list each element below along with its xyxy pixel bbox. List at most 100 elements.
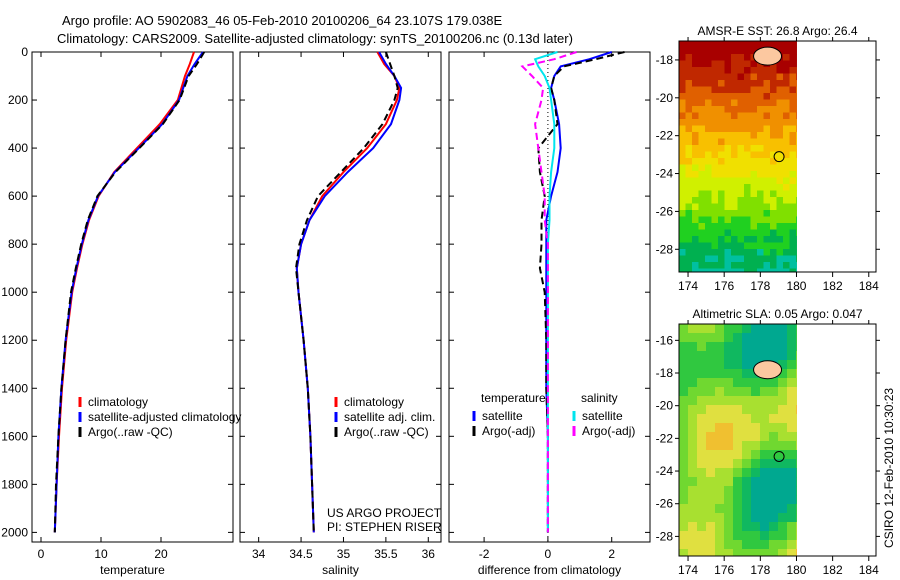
map-cell [679,190,686,198]
map-cell [692,54,699,61]
x-axis-label: salinity [322,563,359,577]
map-cell [744,190,751,198]
map-cell [692,119,699,126]
map-cell [769,468,779,478]
map-cell [698,47,706,55]
map-cell [692,145,699,152]
map-cell [751,324,761,334]
map-cell [737,86,745,94]
lon-tick-label: 180 [786,563,806,577]
map-cell [724,378,734,388]
map-cell [679,324,689,334]
map-cell [724,236,732,243]
map-cell [750,262,758,269]
map-cell [783,242,790,250]
map-cell [769,378,779,388]
map-cell [705,190,712,198]
map-cell [778,378,788,388]
map-cell [679,184,686,191]
map-cell [724,73,732,81]
legend-label: Argo(-adj) [582,424,635,438]
map-cell [737,184,745,191]
map-cell [692,210,699,217]
map-cell [787,360,797,370]
map-cell [679,86,686,94]
map-cell [796,378,797,388]
map-cell [711,203,719,211]
map-cell [711,80,719,87]
map-cell [750,255,758,263]
map-cell [724,67,732,74]
map-cell [796,468,797,478]
map-cell [750,158,758,165]
map-cell [733,459,743,469]
series-argo-raw-qc- [53,51,206,533]
map-cell [770,93,777,100]
map-cell [751,342,761,352]
map-cell [715,405,725,415]
map-cell [698,67,706,74]
map-cell [787,531,797,541]
map-cell [706,531,716,541]
map-cell [770,229,777,237]
map-cell [697,423,707,433]
map-cell [789,190,797,198]
map-cell [688,459,698,469]
map-cell [742,531,752,541]
map-cell [789,210,797,217]
map-cell [796,513,797,523]
series-argo-raw-qc- [294,51,399,533]
map-cell [783,86,790,94]
map-cell [733,324,743,334]
legend-label: satellite-adjusted climatology [88,410,241,424]
map-cell [718,255,725,263]
map-cell [770,184,777,191]
map-cell [715,351,725,361]
map-title: AMSR-E SST: 26.8 Argo: 26.4 [697,24,857,38]
map-cell [763,262,771,269]
map-cell [737,112,745,120]
map-cell [757,210,764,217]
map-cell [769,522,779,532]
map-cell [724,549,734,557]
map-cell [711,236,719,243]
x-tick-label: 35.5 [374,547,398,561]
map-cell [744,229,751,237]
map-cell [711,229,719,237]
map-cell [744,99,751,107]
map-cell [763,125,771,133]
map-cell [757,158,764,165]
map-cell [718,158,725,165]
map-cell [685,80,693,87]
map-cell [705,177,712,185]
map-cell [796,486,797,496]
map-cell [789,99,797,107]
map-cell [763,73,771,81]
map-cell [724,229,732,237]
map-cell [757,67,764,74]
map-cell [751,486,761,496]
map-cell [711,93,719,100]
map-cell [718,86,725,94]
map-cell [760,396,770,406]
map-cell [760,549,770,557]
map-cell [685,255,693,263]
map-cell [724,190,732,198]
map-cell [715,360,725,370]
map-cell [744,242,751,250]
map-cell [750,151,758,159]
map-cell [731,223,738,230]
sla-map: Altimetric SLA: 0.05 Argo: 0.047 174 176 17… [656,307,880,577]
map-cell [744,119,751,126]
map-cell [796,333,797,343]
map-cell [744,216,751,224]
map-cell [718,268,725,273]
map-cell [679,396,689,406]
map-cell [776,242,784,250]
map-cell [796,197,797,204]
map-cell [737,151,745,159]
series-temperature-argo-adj- [537,51,625,533]
map-cell [679,60,686,68]
map-cell [692,229,699,237]
map-cell [757,242,764,250]
